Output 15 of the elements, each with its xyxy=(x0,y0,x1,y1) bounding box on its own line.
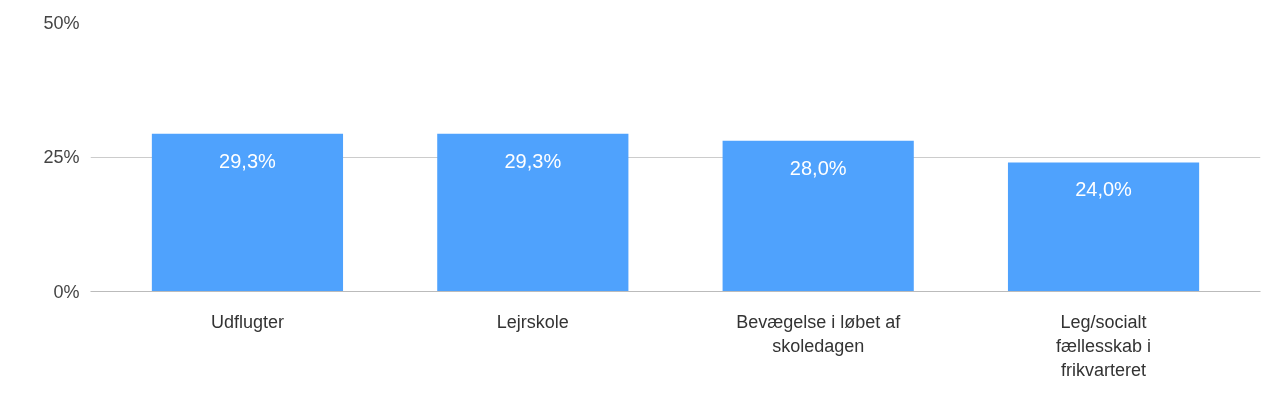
data-label: 24,0% xyxy=(1075,178,1133,201)
data-label: 29,3% xyxy=(504,149,562,172)
y-tick-label: 25% xyxy=(43,147,80,167)
y-tick-label: 50% xyxy=(43,12,80,33)
x-tick-label: Lejrskole xyxy=(496,311,569,332)
y-tick-label: 0% xyxy=(53,281,80,302)
bar xyxy=(437,133,629,292)
data-label: 28,0% xyxy=(789,156,847,179)
x-tick-label: Leg/socialt fællesskab i frikvarteret xyxy=(1056,311,1152,380)
bar xyxy=(722,140,914,292)
bar xyxy=(1007,162,1200,292)
x-tick-label: Udflugter xyxy=(210,311,284,332)
bar xyxy=(151,133,344,292)
data-label: 29,3% xyxy=(219,149,277,172)
x-tick-label: Bevægelse i løbet af skoledagen xyxy=(736,311,902,356)
